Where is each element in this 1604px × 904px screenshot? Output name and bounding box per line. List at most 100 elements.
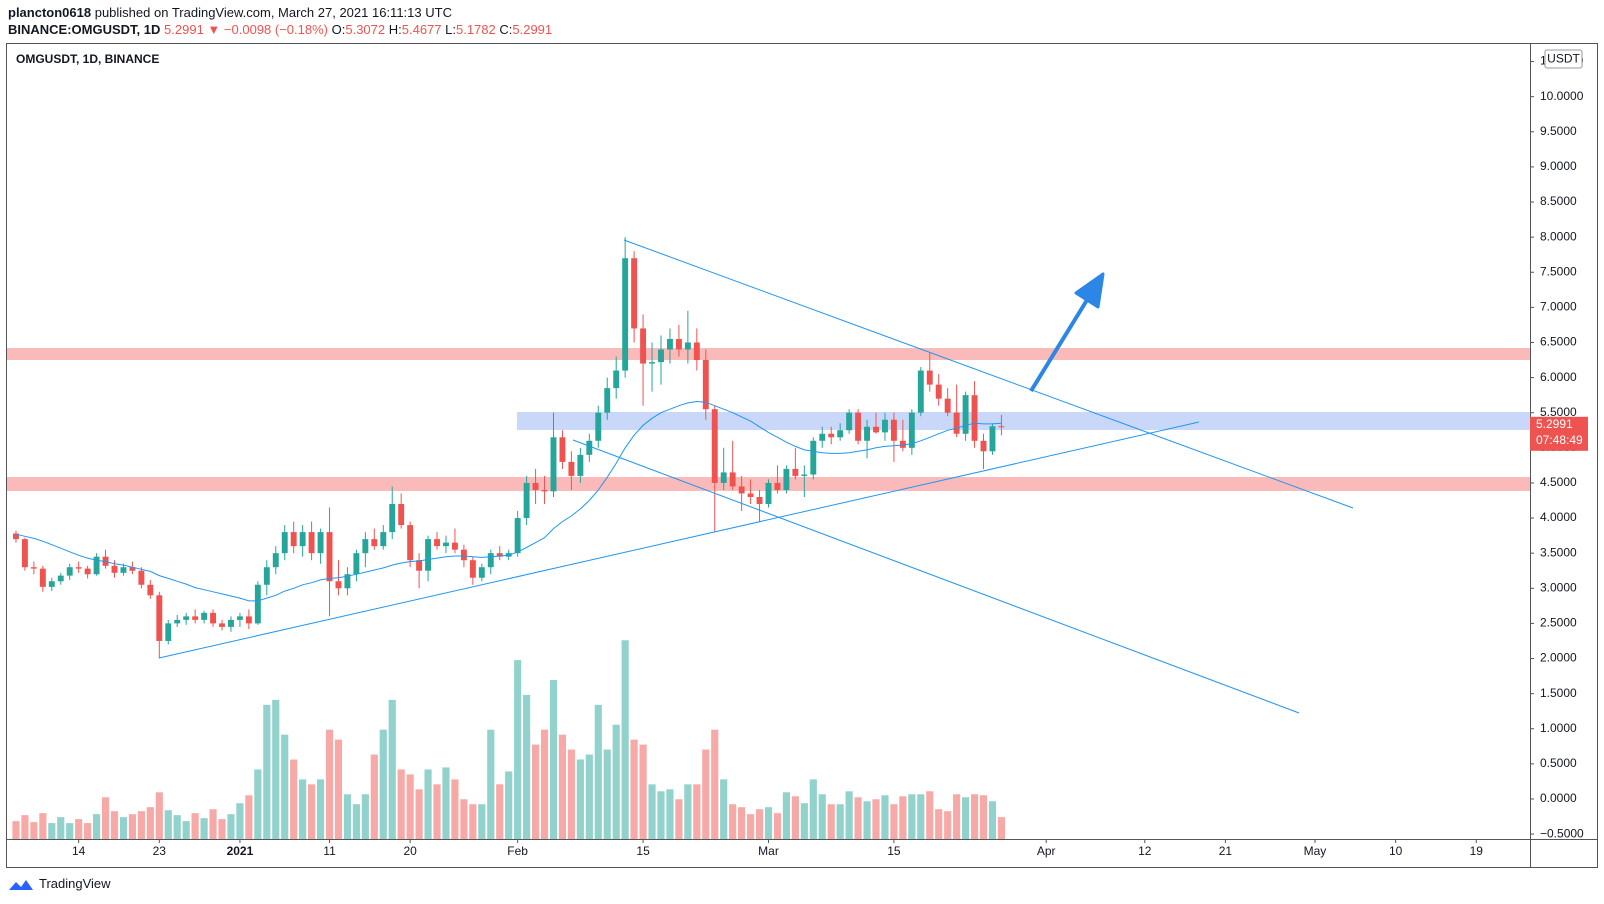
volume-bar (818, 794, 826, 839)
y-tick-label: 7.5000 (1540, 264, 1577, 278)
candle-body (792, 468, 799, 476)
y-tick-label: −0.5000 (1540, 826, 1584, 840)
candle-body (93, 556, 100, 575)
volume-layer (12, 640, 1006, 839)
candle-body (523, 482, 530, 519)
currency-label: USDT (1547, 52, 1580, 66)
volume-bar (657, 791, 665, 839)
x-tick-label: 23 (153, 844, 167, 858)
candle-body (890, 419, 897, 441)
high-label: H: (388, 22, 402, 37)
volume-bar (182, 821, 190, 839)
candle-body (84, 568, 91, 575)
y-tick-label: 3.0000 (1540, 580, 1577, 594)
quote-line: BINANCE:OMGUSDT, 1D 5.2991 ▼ −0.0098 (−0… (8, 21, 552, 38)
candle-body (111, 565, 118, 573)
candle-body (138, 570, 145, 585)
candle-body (496, 553, 503, 557)
high-value: 5.4677 (401, 22, 442, 37)
volume-bar (433, 784, 441, 839)
candle-body (953, 412, 960, 434)
volume-bar (281, 734, 289, 839)
close-label: C: (499, 22, 513, 37)
volume-bar (75, 819, 83, 839)
candle-body (174, 619, 181, 624)
volume-bar (101, 797, 110, 839)
candle-body (908, 412, 915, 448)
low-value: 5.1782 (455, 22, 496, 37)
y-tick-label: 0.0000 (1540, 791, 1577, 805)
plot-area (7, 237, 1530, 839)
volume-bar (84, 823, 92, 839)
candle-body (75, 567, 82, 569)
candle-body (855, 412, 862, 441)
y-tick-label: 6.0000 (1540, 370, 1577, 384)
volume-bar (505, 771, 513, 839)
volume-bar (935, 809, 943, 839)
candle-body (693, 342, 700, 361)
volume-bar (236, 803, 244, 839)
candle-body (245, 616, 252, 624)
resistance-zone (7, 348, 1530, 360)
candle-body (837, 430, 844, 438)
volume-bar (746, 814, 755, 839)
volume-bar (496, 784, 504, 839)
candle-body (254, 584, 261, 624)
volume-bar (675, 799, 683, 839)
y-tick-label: 0.5000 (1540, 756, 1577, 770)
volume-bar (191, 813, 199, 839)
candle-body (317, 532, 324, 554)
volume-bar (245, 795, 253, 839)
y-tick-label: 8.0000 (1540, 229, 1577, 243)
candle-body (451, 542, 458, 550)
candle-body (263, 567, 270, 585)
volume-bar (702, 749, 710, 839)
candle-body (846, 412, 853, 431)
volume-bar (460, 799, 468, 839)
volume-bar (66, 823, 74, 839)
volume-bar (755, 809, 764, 839)
brand-logo (9, 879, 33, 890)
candle-body (299, 532, 306, 547)
volume-bar (558, 734, 567, 839)
candle-body (971, 395, 978, 441)
candle-body (362, 539, 369, 554)
candle-body (371, 539, 378, 547)
volume-bar (782, 792, 791, 839)
volume-bar (809, 779, 817, 839)
brand-name: TradingView (39, 876, 111, 891)
candle-body (290, 532, 297, 547)
candle-body (980, 440, 987, 452)
arrow-shaft (1029, 298, 1089, 393)
candle-body (541, 489, 548, 492)
volume-bar (549, 680, 558, 839)
candle-body (801, 474, 808, 476)
volume-bar (361, 794, 369, 839)
candle-body (210, 612, 217, 624)
candle-body (917, 370, 924, 413)
volume-bar (451, 779, 459, 839)
candle-body (147, 584, 154, 596)
volume-bar (173, 815, 181, 839)
trend-line-support (158, 421, 1200, 659)
change: −0.0098 (−0.18%) (223, 22, 328, 37)
candle-body (649, 362, 655, 364)
candle-body (48, 581, 55, 587)
candle-body (675, 338, 682, 350)
x-tick-label: Mar (758, 844, 779, 858)
candle-body (640, 328, 647, 364)
trend-line-channel (572, 439, 1300, 714)
price-tag-countdown: 07:48:49 (1536, 433, 1583, 447)
chart-legend: OMGUSDT, 1D, BINANCE (16, 52, 159, 66)
volume-bar (773, 813, 782, 839)
x-tick-label: 20 (403, 844, 417, 858)
x-tick-label: 14 (72, 844, 86, 858)
volume-bar (594, 704, 602, 839)
volume-bar (791, 796, 799, 839)
volume-bar (388, 699, 396, 839)
publisher: plancton0618 (8, 5, 92, 20)
price-axis: −0.5000 0.0000 0.5000 1.0000 1.5000 2.0000 2.5… (1530, 54, 1584, 840)
volume-bar (908, 794, 916, 839)
candle-body (595, 412, 602, 441)
